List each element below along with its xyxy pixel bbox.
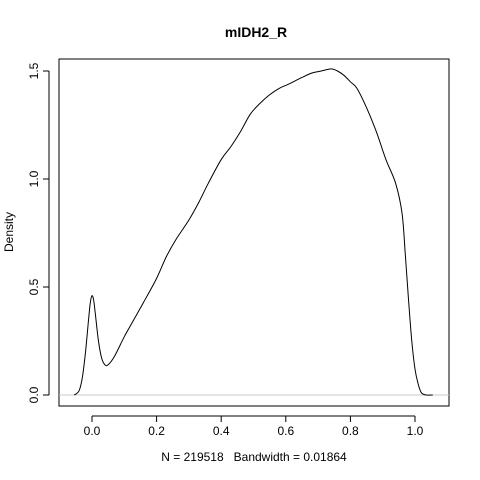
y-axis: 0.0 0.5 1.0 1.5 [27, 62, 50, 403]
y-tick-label: 1.5 [27, 62, 41, 79]
y-tick-label: 1.0 [27, 170, 41, 187]
y-tick-label: 0.0 [27, 386, 41, 403]
x-tick-label: 0.8 [342, 424, 359, 438]
y-axis-label: Density [2, 212, 16, 252]
x-axis-label: N = 219518 Bandwidth = 0.01864 [161, 450, 347, 464]
x-tick-label: 0.2 [148, 424, 165, 438]
x-axis: 0.0 0.2 0.4 0.6 0.8 1.0 [84, 415, 424, 438]
density-curve [73, 68, 433, 396]
y-tick-label: 0.5 [27, 278, 41, 295]
x-tick-label: 0.4 [213, 424, 230, 438]
chart-title: mIDH2_R [225, 24, 287, 40]
x-tick-label: 0.0 [84, 424, 101, 438]
x-tick-label: 1.0 [407, 424, 424, 438]
plot-frame [58, 58, 450, 407]
x-tick-label: 0.6 [277, 424, 294, 438]
